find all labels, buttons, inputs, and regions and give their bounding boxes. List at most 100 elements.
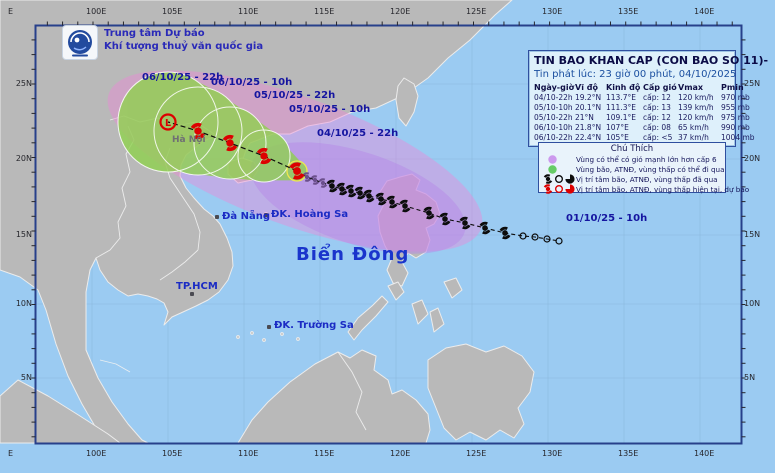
- table-cell: 04/10-22h: [534, 93, 573, 102]
- axis-label: E: [8, 7, 14, 16]
- truongsa-dot: [267, 325, 271, 329]
- land-samar: [443, 277, 463, 299]
- bulletin-issued-time: Tin phát lúc: 23 giờ 00 phút, 04/10/2025: [534, 69, 737, 80]
- axis-label: E: [8, 449, 14, 458]
- table-cell: 1004 mb: [721, 133, 755, 142]
- axis-label: 140E: [694, 449, 715, 458]
- table-header: Cấp gió: [643, 83, 677, 92]
- axis-label: 25N: [744, 79, 761, 88]
- axis-label: 105E: [162, 7, 183, 16]
- black-storm-symbols-icon: [543, 174, 576, 184]
- truongsa-label: ĐK. Trường Sa: [274, 320, 354, 331]
- table-cell: 06/10-22h: [534, 133, 573, 142]
- table-cell: 970 mb: [721, 93, 750, 102]
- agency-logo: [62, 25, 98, 60]
- hanoi-label: Hà Nội: [172, 135, 206, 145]
- axis-label: 5N: [744, 373, 756, 382]
- table-cell: cấp: <5: [643, 133, 673, 142]
- danang-label: Đà Nẵng: [222, 211, 271, 222]
- axis-label: 105E: [162, 449, 183, 458]
- axis-label: 100E: [86, 449, 107, 458]
- forecast-table: Ngày-giờ Vĩ độ Kinh độ Cấp gió Vmax Pmin 04/10…: [534, 83, 755, 142]
- axis-ticks: [31, 21, 746, 438]
- agency-name: Trung tâm Dự báo Khí tượng thuỷ văn quốc…: [104, 27, 263, 53]
- legend-label: Vùng có thể có gió mạnh lớn hơn cấp 6: [576, 154, 717, 164]
- table-cell: 111.3°E: [606, 103, 636, 112]
- table-cell: 109.1°E: [606, 113, 636, 122]
- axis-label: 25N: [15, 79, 32, 88]
- hoangsa-dot: [264, 213, 268, 217]
- axis-label: 110E: [238, 7, 259, 16]
- axis-label: 10N: [744, 299, 761, 308]
- island-spratly-2: [250, 331, 254, 335]
- land-palawan: [347, 295, 389, 341]
- table-header: Vĩ độ: [575, 83, 598, 92]
- island-spratly-5: [296, 337, 300, 341]
- axis-label: 125E: [466, 7, 487, 16]
- axis-label: 15N: [744, 230, 761, 239]
- time-label-2: 05/10/25 - 22h: [254, 90, 336, 101]
- legend-item-past-positions: Vị trí tâm bão, ATNĐ, vùng thấp đã qua: [543, 174, 721, 184]
- low-pressure-letter: L: [165, 118, 171, 129]
- axis-label: 120E: [390, 7, 411, 16]
- table-cell: 107°E: [606, 123, 629, 132]
- axis-label: 100E: [86, 7, 107, 16]
- axis-label: 130E: [542, 449, 563, 458]
- green-area-circle-icon: [543, 164, 576, 174]
- land-negros: [429, 307, 445, 333]
- land-taiwan: [395, 77, 419, 127]
- axis-label: 115E: [314, 7, 335, 16]
- table-cell: 65 km/h: [678, 123, 709, 132]
- hcm-label: TP.HCM: [176, 281, 218, 292]
- axis-label: 10N: [15, 299, 32, 308]
- agency-line1: Trung tâm Dự báo: [104, 28, 205, 39]
- legend-title: Chú Thích: [610, 144, 654, 154]
- table-cell: 05/10-22h: [534, 113, 573, 122]
- island-spratly-3: [262, 338, 266, 342]
- island-spratly-1: [236, 335, 240, 339]
- legend-label: Vùng bão, ATNĐ, vùng thấp có thể đi qua: [576, 164, 725, 174]
- axis-label: 135E: [618, 7, 639, 16]
- table-cell: 120 km/h: [678, 93, 714, 102]
- globe-emblem-icon: [68, 29, 92, 56]
- land-mindoro: [387, 281, 405, 301]
- danang-dot: [215, 215, 219, 219]
- table-cell: 120 km/h: [678, 113, 714, 122]
- wind-radius-circles: [117, 71, 291, 183]
- legend-box: Chú Thích Vùng có thể có gió mạnh lớn hơ…: [538, 142, 749, 194]
- table-cell: 990 mb: [721, 123, 750, 132]
- table-cell: 21°N: [575, 113, 594, 122]
- bulletin-title: TIN BAO KHAN CAP (CON BAO SO 11)-: [534, 54, 769, 67]
- land-borneo: [237, 349, 431, 444]
- table-cell: 22.4°N: [575, 133, 602, 142]
- table-cell: cấp: 12: [643, 113, 671, 122]
- axis-label: 110E: [238, 449, 259, 458]
- axis-label: 15N: [15, 230, 32, 239]
- table-cell: 105°E: [606, 133, 629, 142]
- legend-item-wind-area: Vùng có thể có gió mạnh lớn hơn cấp 6: [543, 154, 721, 164]
- storm-info-box: TIN BAO KHAN CAP (CON BAO SO 11)- Tin ph…: [528, 50, 769, 147]
- axis-label: 5N: [20, 373, 32, 382]
- axis-label: 20N: [744, 154, 761, 163]
- table-cell: 06/10-10h: [534, 123, 573, 132]
- city-dots: [190, 213, 271, 329]
- table-cell: cấp: 08: [643, 123, 671, 132]
- table-cell: cấp: 13: [643, 103, 671, 112]
- axis-label: 120E: [390, 449, 411, 458]
- purple-area-circle-icon: [543, 154, 576, 164]
- time-label-0: 06/10/25 - 22h: [142, 72, 224, 83]
- axis-label: 140E: [694, 7, 715, 16]
- land-mindanao: [427, 343, 535, 441]
- table-cell: 113.7°E: [606, 93, 636, 102]
- table-cell: 975 mb: [721, 113, 750, 122]
- table-cell: 05/10-10h: [534, 103, 573, 112]
- table-cell: 37 km/h: [678, 133, 709, 142]
- agency-line2: Khí tượng thuỷ văn quốc gia: [104, 41, 264, 52]
- hcm-dot: [190, 292, 194, 296]
- table-cell: cấp: 12: [643, 93, 671, 102]
- land-sumatra: [0, 379, 121, 444]
- table-header: Vmax: [678, 83, 704, 92]
- time-label-3: 05/10/25 - 10h: [289, 104, 371, 115]
- legend-item-forecast-positions: Vị trí tâm bão, ATNĐ, vùng thấp hiện tại…: [543, 184, 749, 194]
